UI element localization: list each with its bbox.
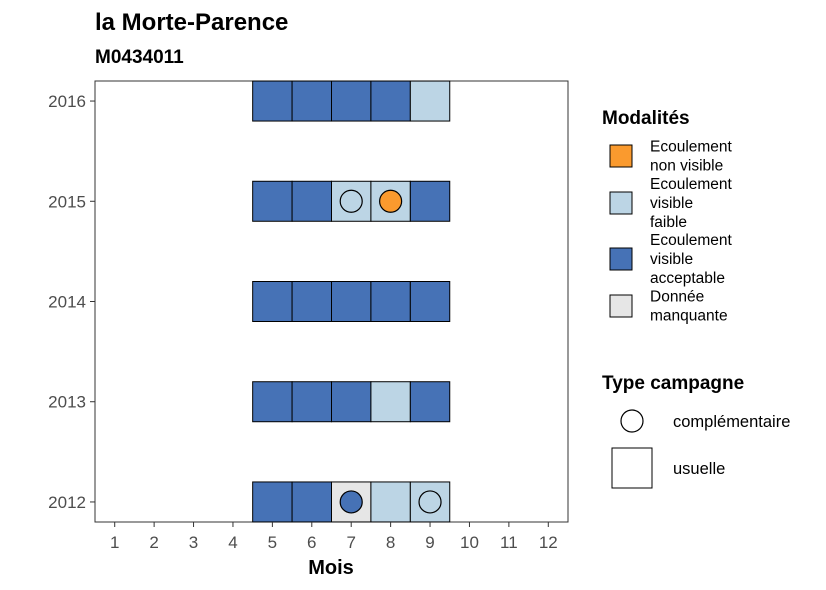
legend-modalites-title: Modalités — [602, 108, 690, 129]
y-tick-label: 2014 — [48, 293, 86, 312]
tile-2016-9 — [409, 80, 451, 122]
y-tick-label: 2012 — [48, 493, 86, 512]
tile-2014-7 — [331, 281, 372, 322]
tile-2013-8 — [370, 381, 411, 423]
tile-2015-5 — [252, 180, 293, 222]
legend-label-complementaire: complémentaire — [673, 413, 790, 431]
legend-label-non_visible: Ecoulement — [650, 139, 733, 156]
legend-key-complementaire — [620, 409, 644, 433]
legend-label-manquante: manquante — [650, 308, 728, 325]
x-tick-label: 10 — [460, 533, 479, 552]
legend-label-manquante: Donnée — [650, 289, 704, 306]
tile-2013-6 — [291, 381, 333, 423]
tile-2016-5 — [252, 80, 293, 122]
tile-2014-8 — [370, 281, 411, 322]
legend-label-visible_faible: faible — [650, 214, 687, 231]
x-tick-label: 3 — [189, 533, 198, 552]
point-2015-8 — [379, 189, 403, 213]
legend-label-visible_acceptable: visible — [650, 251, 693, 268]
legend-key-manquante — [609, 294, 633, 318]
legend-key-usuelle — [611, 447, 653, 489]
x-tick-label: 2 — [149, 533, 158, 552]
x-tick-label: 5 — [268, 533, 277, 552]
x-tick-label: 1 — [110, 533, 119, 552]
tile-2014-9 — [409, 281, 451, 322]
tile-2013-7 — [331, 381, 372, 423]
legend-key-non_visible — [609, 144, 633, 168]
legend-key-visible_faible — [609, 191, 633, 215]
tile-2014-5 — [252, 281, 293, 322]
tile-2015-9 — [409, 180, 451, 222]
point-2012-9 — [418, 490, 442, 514]
usuelle-marks — [252, 80, 451, 523]
x-tick-label: 6 — [307, 533, 316, 552]
x-axis-ticks: 1 2 3 4 5 6 7 8 9 10 11 12 — [110, 522, 558, 552]
legend-label-visible_acceptable: Ecoulement — [650, 232, 733, 249]
x-tick-label: 4 — [228, 533, 237, 552]
point-2015-7 — [339, 189, 363, 213]
x-tick-label: 9 — [425, 533, 434, 552]
y-tick-label: 2013 — [48, 393, 86, 412]
tile-2016-6 — [291, 80, 333, 122]
y-axis-ticks: 2012 2013 2014 2015 2016 — [48, 92, 95, 512]
legend-label-visible_faible: visible — [650, 195, 693, 212]
x-tick-label: 11 — [500, 533, 518, 552]
tile-2012-5 — [252, 481, 293, 523]
legend-label-non_visible: non visible — [650, 158, 723, 175]
legend-label-visible_faible: Ecoulement — [650, 176, 733, 193]
tile-2013-5 — [252, 381, 293, 423]
legend-key-visible_acceptable — [609, 247, 633, 271]
tile-2016-8 — [370, 80, 411, 122]
x-tick-label: 8 — [386, 533, 395, 552]
legend-campagne-title: Type campagne — [602, 373, 744, 394]
tile-2012-8 — [370, 481, 411, 523]
chart-subtitle: M0434011 — [95, 47, 184, 68]
x-tick-label: 12 — [539, 533, 558, 552]
chart-title: la Morte-Parence — [95, 9, 288, 36]
point-2012-7 — [339, 490, 363, 514]
tile-2014-6 — [291, 281, 333, 322]
complementaire-marks — [339, 189, 442, 514]
x-axis-label: Mois — [308, 557, 354, 579]
x-tick-label: 7 — [346, 533, 355, 552]
y-tick-label: 2016 — [48, 92, 86, 111]
tile-2016-7 — [331, 80, 372, 122]
legend-label-visible_acceptable: acceptable — [650, 270, 725, 287]
legend-label-usuelle: usuelle — [673, 460, 725, 478]
y-tick-label: 2015 — [48, 192, 86, 211]
tile-2012-6 — [291, 481, 333, 523]
tile-2015-6 — [291, 180, 333, 222]
tile-2013-9 — [409, 381, 451, 423]
legend-type-campagne: Type campagne complémentaire usuelle — [602, 373, 790, 489]
